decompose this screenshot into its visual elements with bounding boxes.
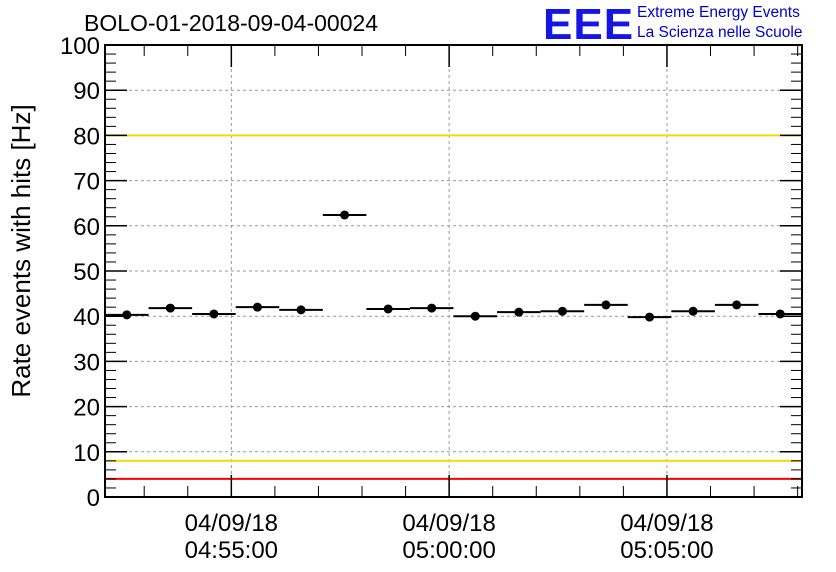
data-point <box>514 307 524 317</box>
data-point <box>601 300 611 310</box>
y-tick-labels: 0 10 20 30 40 50 60 70 80 90 100 <box>60 33 100 512</box>
y-tick-label: 40 <box>73 304 100 331</box>
data-point <box>775 309 785 319</box>
y-tick-label: 60 <box>73 214 100 241</box>
data-point <box>645 312 655 322</box>
axis-ticks <box>105 44 802 498</box>
logo-line-2: La Scienza nelle Scuole <box>637 24 803 41</box>
y-tick-label: 0 <box>87 485 100 512</box>
y-axis-label: Rate events with hits [Hz] <box>6 104 36 397</box>
data-point <box>252 302 262 312</box>
data-point <box>122 310 132 320</box>
x-tick-date: 04/09/18 <box>185 510 278 537</box>
x-tick-time: 04:55:00 <box>185 537 278 564</box>
data-point <box>688 306 698 316</box>
eee-logo-mark: EEE <box>543 0 635 49</box>
y-tick-label: 100 <box>60 33 100 60</box>
data-point <box>383 304 393 314</box>
chart-title: BOLO-01-2018-09-04-00024 <box>84 10 379 36</box>
y-tick-label: 90 <box>73 78 100 105</box>
data-point <box>340 210 350 220</box>
x-tick-time: 05:05:00 <box>620 537 713 564</box>
x-tick-date: 04/09/18 <box>402 510 495 537</box>
data-point <box>296 305 306 315</box>
threshold-lines <box>105 44 802 480</box>
y-tick-label: 20 <box>73 395 100 422</box>
data-point <box>427 303 437 313</box>
eee-logo-text: Extreme Energy Events La Scienza nelle S… <box>637 3 802 43</box>
data-point <box>732 300 742 310</box>
data-point <box>209 309 219 319</box>
y-tick-label: 10 <box>73 440 100 467</box>
y-tick-label: 50 <box>73 259 100 286</box>
x-tick-time: 05:00:00 <box>402 537 495 564</box>
data-points <box>105 210 802 322</box>
y-tick-label: 80 <box>73 123 100 150</box>
logo-line-1: Extreme Energy Events <box>637 4 800 21</box>
x-tick-date: 04/09/18 <box>620 510 713 537</box>
data-point <box>165 303 175 313</box>
data-point <box>557 306 567 316</box>
data-point <box>470 311 480 321</box>
grid <box>105 45 802 497</box>
x-tick-labels: 04/09/1804:55:0004/09/1805:00:0004/09/18… <box>185 510 714 564</box>
y-tick-label: 30 <box>73 349 100 376</box>
y-tick-label: 70 <box>73 169 100 196</box>
